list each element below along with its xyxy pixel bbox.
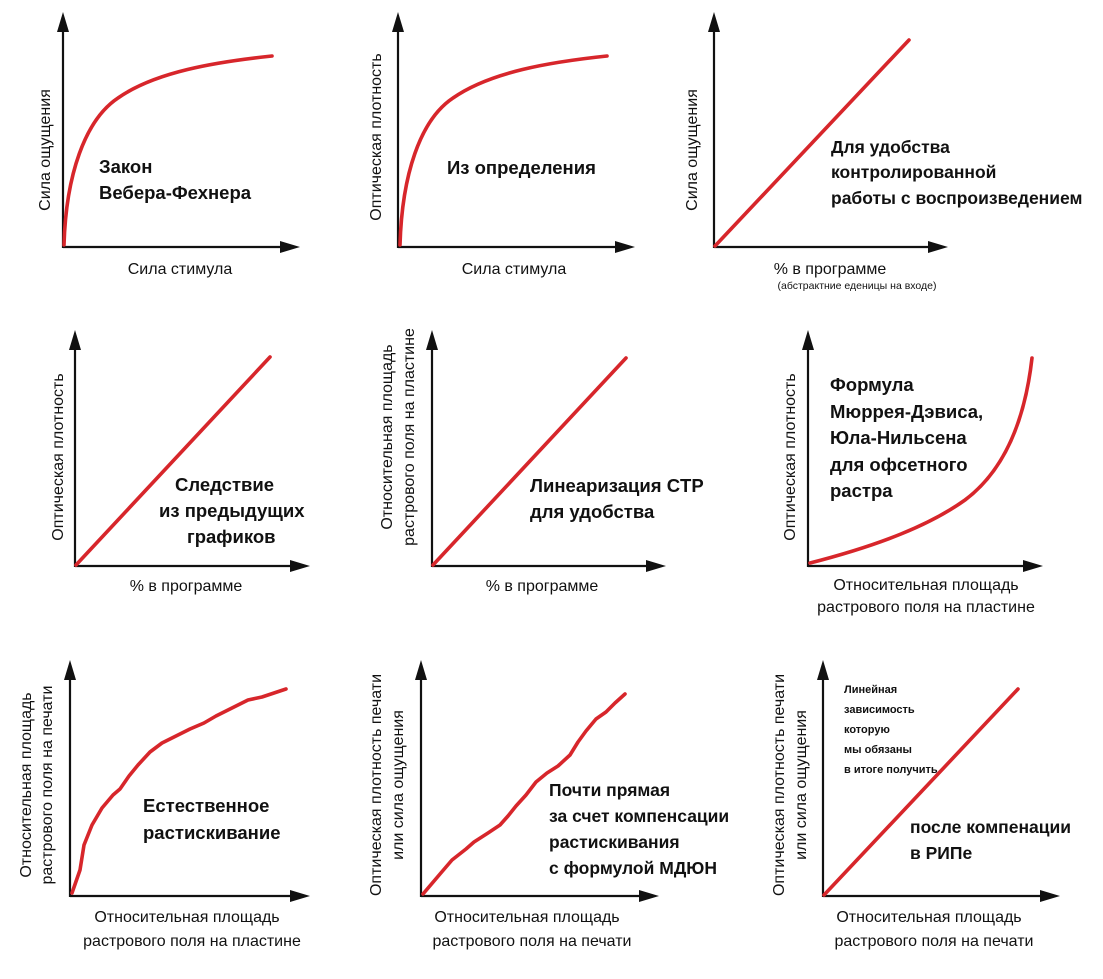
x-axis-label-line-2: растрового поля на пластине: [817, 599, 1035, 616]
x-axis-label-line-2: растрового поля на пластине: [83, 933, 301, 950]
data-curve: [713, 38, 911, 248]
y-axis-label-line-2: или сила ощущения: [390, 710, 407, 860]
y-axis-label-line-1: Оптическая плотность печати: [368, 674, 385, 896]
x-axis-arrow-icon: [280, 241, 300, 253]
y-axis-arrow-icon: [708, 12, 720, 32]
y-axis-arrow-icon: [426, 330, 438, 350]
y-axis-label-line-2: растрового поля на печати: [39, 686, 56, 885]
panel-3: Сила ощущения % в программе (абстрактние…: [684, 12, 1082, 292]
panel-annotation: Закон Вебера-Фехнера: [99, 156, 252, 203]
panel-7: Относительная площадь растрового поля на…: [18, 660, 310, 950]
panel-2: Оптическая плотность Сила стимула Из опр…: [368, 12, 635, 278]
x-axis-label: % в программе: [774, 261, 887, 278]
y-axis-label: Сила ощущения: [684, 89, 701, 211]
x-axis-note: (абстрактние еденицы на входе): [778, 280, 937, 292]
x-axis-arrow-icon: [639, 890, 659, 902]
y-axis-label-line-2: или сила ощущения: [793, 710, 810, 860]
y-axis-arrow-icon: [64, 660, 76, 680]
y-axis-label: Оптическая плотность: [782, 373, 799, 540]
panel-6: Оптическая плотность Относительная площа…: [782, 330, 1043, 616]
panel-annotation: Из определения: [447, 157, 596, 178]
panel-annotation: Естественное растискивание: [143, 795, 281, 843]
panel-annotation: Линеаризация CTP для удобства: [530, 475, 709, 522]
data-curve: [398, 54, 609, 247]
data-curve: [62, 54, 274, 247]
y-axis-label-line-1: Оптическая плотность печати: [771, 674, 788, 896]
x-axis-arrow-icon: [290, 890, 310, 902]
x-axis-label-line-1: Относительная площадь: [434, 909, 619, 926]
y-axis-label-line-1: Относительная площадь: [379, 344, 396, 529]
data-curve: [74, 355, 272, 567]
panel-annotation: Для удобства контролированной работы с в…: [831, 137, 1082, 208]
panel-annotation: Формула Мюррея-Дэвиса, Юла-Нильсена для …: [830, 374, 988, 501]
panel-annotation: после компенации в РИПе: [910, 817, 1076, 863]
data-curve: [808, 356, 1034, 565]
y-axis-arrow-icon: [57, 12, 69, 32]
x-axis-label: Сила стимула: [128, 261, 233, 278]
y-axis-label: Оптическая плотность: [368, 53, 385, 220]
panel-9: Оптическая плотность печати или сила ощу…: [771, 660, 1076, 950]
x-axis-arrow-icon: [1023, 560, 1043, 572]
y-axis-arrow-icon: [802, 330, 814, 350]
panel-small-annotation: Линейная зависимость которую мы обязаны …: [844, 684, 938, 776]
x-axis-arrow-icon: [928, 241, 948, 253]
y-axis-arrow-icon: [392, 12, 404, 32]
y-axis-arrow-icon: [415, 660, 427, 680]
x-axis-label: % в программе: [130, 578, 243, 595]
x-axis-label-line-1: Относительная площадь: [94, 909, 279, 926]
data-curve: [70, 687, 288, 895]
x-axis-arrow-icon: [646, 560, 666, 572]
x-axis-arrow-icon: [290, 560, 310, 572]
y-axis-label-line-1: Относительная площадь: [18, 692, 35, 877]
y-axis-label: Сила ощущения: [37, 89, 54, 211]
x-axis-label-line-1: Относительная площадь: [836, 909, 1021, 926]
x-axis-label: % в программе: [486, 578, 599, 595]
y-axis-arrow-icon: [69, 330, 81, 350]
x-axis-arrow-icon: [1040, 890, 1060, 902]
y-axis-arrow-icon: [817, 660, 829, 680]
panel-1: Сила ощущения Сила стимула Закон Вебера-…: [37, 12, 300, 278]
y-axis-label: Оптическая плотность: [50, 373, 67, 540]
panel-5: Относительная площадь растрового поля на…: [379, 328, 709, 595]
x-axis-label-line-2: растрового поля на печати: [835, 933, 1034, 950]
y-axis-label-line-2: растрового поля на пластине: [401, 328, 418, 546]
panel-annotation: Следствие из предыдущих графиков: [159, 474, 310, 547]
panel-annotation: Почти прямая за счет компенсации растиск…: [549, 780, 734, 878]
data-curve: [421, 692, 627, 896]
panel-4: Оптическая плотность % в программе Следс…: [50, 330, 310, 595]
panel-8: Оптическая плотность печати или сила ощу…: [368, 660, 734, 950]
x-axis-label-line-2: растрового поля на печати: [433, 933, 632, 950]
data-curve: [822, 687, 1020, 897]
x-axis-label: Сила стимула: [462, 261, 567, 278]
data-curve: [431, 356, 628, 567]
x-axis-label-line-1: Относительная площадь: [833, 577, 1018, 594]
x-axis-arrow-icon: [615, 241, 635, 253]
